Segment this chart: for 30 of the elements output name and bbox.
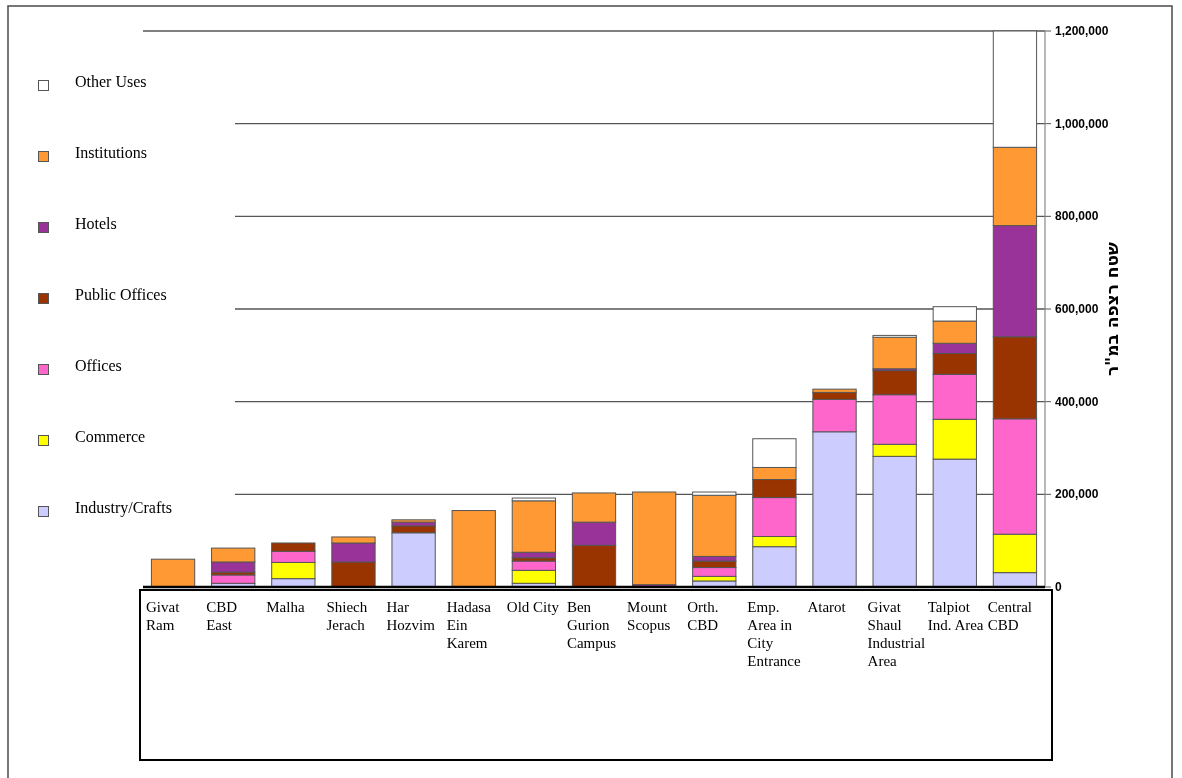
x-tick-label: Hadasa Ein Karem [446,598,492,652]
y-tick-label: 0 [1055,580,1062,594]
x-tick-label: Atarot [807,598,847,616]
y-axis-title: שטח רצפה במ"ר [1102,241,1122,376]
legend-label: Other Uses [75,73,147,91]
y-tick-label: 400,000 [1055,394,1099,409]
x-tick-label: Emp. Area in City Entrance [747,598,802,670]
x-tick-label: Talpiot Ind. Area [927,598,985,634]
y-tick-label: 800,000 [1055,209,1099,224]
x-tick-label: Central CBD [987,598,1033,634]
y-tick-label: 1,000,000 [1055,116,1109,131]
y-tick-label: 600,000 [1055,302,1099,316]
x-tick-label: Malha [266,598,306,616]
legend-label: Hotels [75,215,117,233]
legend-label: Commerce [75,428,146,446]
x-tick-label: Givat Shaul Industrial Area [867,598,926,670]
x-tick-label: Givat Ram [146,598,181,634]
legend-label: Industry/Crafts [75,499,172,517]
x-tick-label: Ben Gurion Campus [566,598,618,652]
x-tick-label: Mount Scopus [627,598,672,634]
legend-label: Public Offices [75,286,167,304]
x-tick-label: Shiech Jerach [326,598,369,634]
x-tick-label: Har Hozvim [386,598,436,634]
x-tick-label: CBD East [206,598,238,634]
y-tick-label: 1,200,000 [1055,24,1109,38]
y-tick-label: 200,000 [1055,487,1099,502]
x-tick-label: Orth. CBD [687,598,720,634]
x-tick-label: Old City [506,598,560,616]
legend-label: Offices [75,357,122,375]
legend-label: Institutions [75,144,148,162]
